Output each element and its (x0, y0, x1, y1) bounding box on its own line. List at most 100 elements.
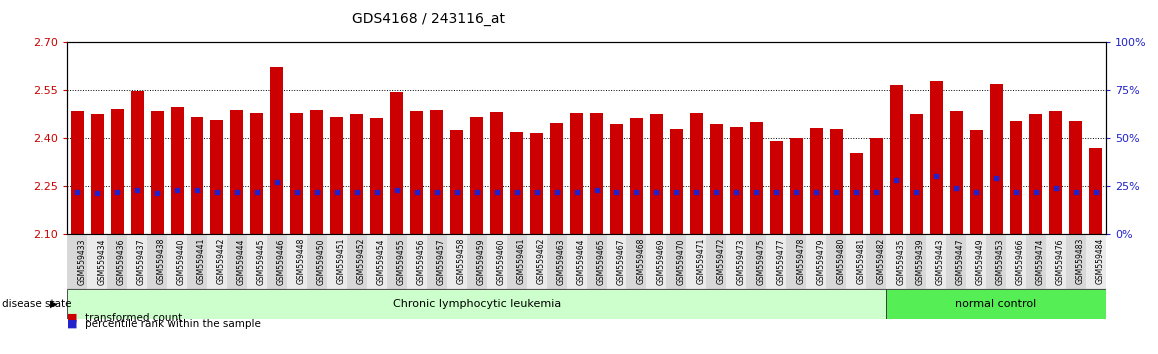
Text: GSM559477: GSM559477 (776, 238, 785, 285)
Bar (870, 138, 882, 234)
Bar (830, 129, 843, 234)
Text: GSM559450: GSM559450 (317, 238, 325, 285)
Bar (447, 234, 467, 289)
Bar (147, 234, 167, 289)
Text: disease state: disease state (2, 298, 72, 309)
Text: GSM559465: GSM559465 (596, 238, 606, 285)
Bar (367, 234, 387, 289)
Bar (1046, 234, 1065, 289)
Text: GSM559436: GSM559436 (117, 238, 126, 285)
Text: GSM559479: GSM559479 (816, 238, 826, 285)
Bar (826, 234, 846, 289)
Bar (1049, 111, 1062, 234)
Text: GSM559462: GSM559462 (536, 238, 545, 284)
Text: GSM559447: GSM559447 (957, 238, 965, 285)
Bar (646, 234, 666, 289)
Bar (930, 81, 943, 234)
Text: percentile rank within the sample: percentile rank within the sample (85, 319, 261, 329)
Bar (926, 234, 946, 289)
Bar (507, 234, 527, 289)
Bar (1006, 234, 1026, 289)
Text: GSM559473: GSM559473 (736, 238, 746, 285)
Bar (746, 234, 767, 289)
Bar (67, 234, 87, 289)
Bar (786, 234, 806, 289)
Text: GSM559482: GSM559482 (877, 238, 885, 284)
Text: GSM559457: GSM559457 (437, 238, 446, 285)
Text: GSM559435: GSM559435 (896, 238, 906, 285)
Bar (889, 85, 902, 234)
Bar (327, 234, 347, 289)
Text: GSM559434: GSM559434 (97, 238, 107, 285)
Bar (906, 234, 926, 289)
Text: GSM559459: GSM559459 (477, 238, 485, 285)
Bar (846, 234, 866, 289)
Text: GSM559471: GSM559471 (696, 238, 705, 284)
Bar (511, 132, 523, 234)
Text: transformed count: transformed count (85, 313, 182, 323)
Bar (527, 234, 547, 289)
Text: GSM559451: GSM559451 (337, 238, 346, 284)
Bar (467, 234, 486, 289)
Bar (591, 113, 603, 234)
Bar (966, 234, 987, 289)
Bar (211, 120, 223, 234)
Text: GSM559452: GSM559452 (357, 238, 366, 284)
Text: GSM559448: GSM559448 (296, 238, 306, 284)
Text: GSM559483: GSM559483 (1076, 238, 1085, 284)
Text: GSM559442: GSM559442 (217, 238, 226, 284)
Bar (486, 234, 507, 289)
Text: GSM559454: GSM559454 (376, 238, 386, 285)
Text: GSM559463: GSM559463 (557, 238, 565, 285)
Bar (687, 234, 706, 289)
Bar (690, 113, 703, 234)
Bar (450, 130, 463, 234)
Text: GDS4168 / 243116_at: GDS4168 / 243116_at (352, 12, 505, 27)
Bar (1070, 120, 1083, 234)
Bar (946, 234, 966, 289)
Bar (587, 234, 607, 289)
Text: GSM559468: GSM559468 (637, 238, 645, 284)
Text: GSM559467: GSM559467 (616, 238, 625, 285)
Bar (351, 114, 364, 234)
Bar (969, 130, 982, 234)
Bar (770, 141, 783, 234)
Bar (107, 234, 127, 289)
Text: GSM559478: GSM559478 (797, 238, 805, 284)
Text: GSM559445: GSM559445 (257, 238, 266, 285)
Bar (670, 129, 683, 234)
Bar (550, 123, 563, 234)
Text: GSM559472: GSM559472 (717, 238, 725, 284)
Bar (650, 114, 662, 234)
Bar (151, 111, 163, 234)
Text: GSM559470: GSM559470 (676, 238, 686, 285)
Text: GSM559441: GSM559441 (197, 238, 206, 284)
Bar (71, 111, 83, 234)
Bar (131, 91, 144, 234)
Bar (371, 118, 383, 234)
Bar (127, 234, 147, 289)
Bar (767, 234, 786, 289)
Bar (227, 234, 247, 289)
Text: Chronic lymphocytic leukemia: Chronic lymphocytic leukemia (393, 298, 560, 309)
Bar (90, 114, 103, 234)
Text: GSM559437: GSM559437 (137, 238, 146, 285)
Bar (866, 234, 886, 289)
Bar (307, 234, 327, 289)
Bar (406, 234, 426, 289)
Bar (191, 118, 204, 234)
Text: GSM559455: GSM559455 (397, 238, 405, 285)
Bar (850, 153, 863, 234)
Bar (730, 127, 742, 234)
Bar (666, 234, 687, 289)
Bar (1086, 234, 1106, 289)
Bar (387, 234, 406, 289)
Bar (626, 234, 646, 289)
Text: GSM559481: GSM559481 (856, 238, 865, 284)
Bar (950, 111, 962, 234)
Bar (547, 234, 566, 289)
Bar (706, 234, 726, 289)
Text: GSM559475: GSM559475 (756, 238, 765, 285)
Text: GSM559469: GSM559469 (657, 238, 666, 285)
Text: GSM559458: GSM559458 (456, 238, 466, 284)
